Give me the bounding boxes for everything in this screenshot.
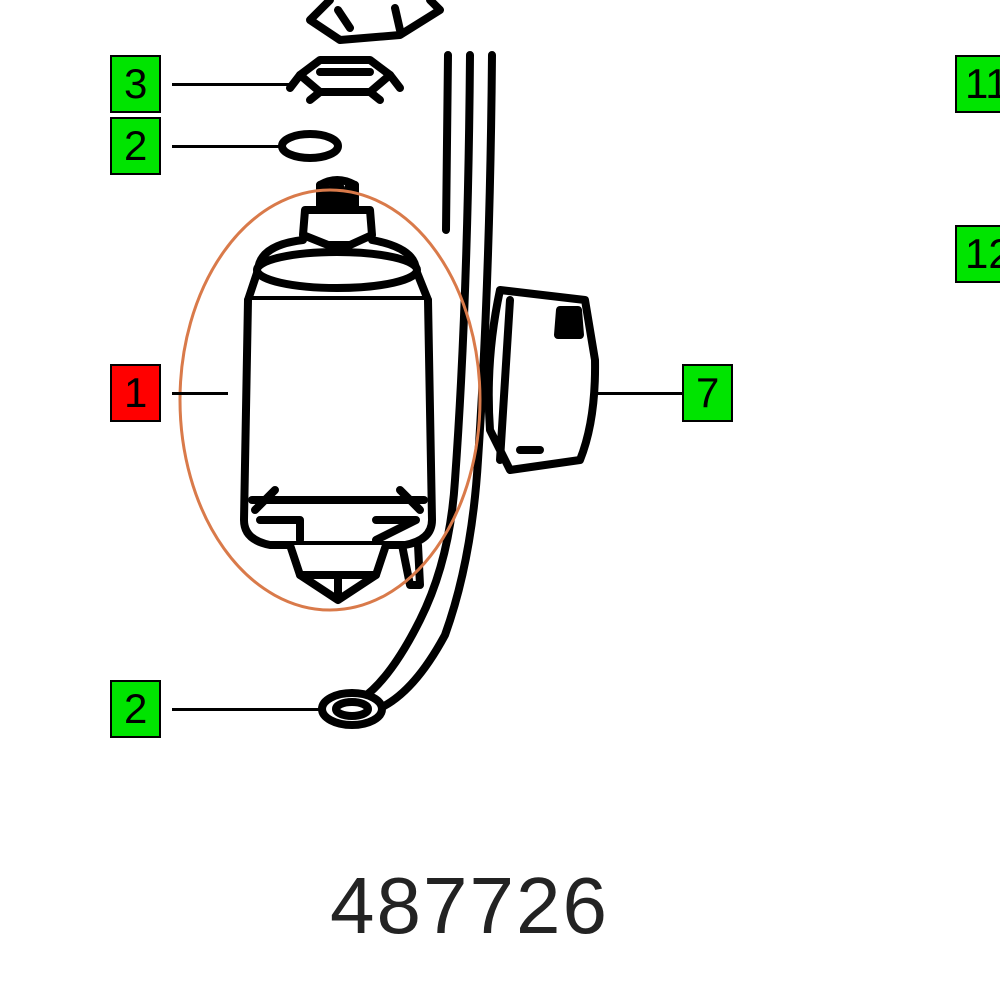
callout-11[interactable]: 11 xyxy=(955,55,1000,113)
callout-label: 2 xyxy=(124,685,147,732)
callout-label: 1 xyxy=(124,369,147,416)
leaderline xyxy=(172,392,228,395)
part-number: 487726 xyxy=(330,860,609,952)
callout-label: 7 xyxy=(696,369,719,416)
callout-7[interactable]: 7 xyxy=(682,364,733,422)
callout-2-upper[interactable]: 2 xyxy=(110,117,161,175)
callout-label: 3 xyxy=(124,60,147,107)
callout-3[interactable]: 3 xyxy=(110,55,161,113)
callout-2-lower[interactable]: 2 xyxy=(110,680,161,738)
leaderline xyxy=(592,392,682,395)
callout-12[interactable]: 12 xyxy=(955,225,1000,283)
leaderline xyxy=(172,708,322,711)
part-number-text: 487726 xyxy=(330,861,609,950)
highlight-ellipse xyxy=(180,190,480,610)
leaderline xyxy=(172,83,290,86)
callout-label: 12 xyxy=(965,230,1000,277)
callout-label: 11 xyxy=(965,60,1000,107)
callout-label: 2 xyxy=(124,122,147,169)
leaderline xyxy=(172,145,282,148)
callout-1[interactable]: 1 xyxy=(110,364,161,422)
